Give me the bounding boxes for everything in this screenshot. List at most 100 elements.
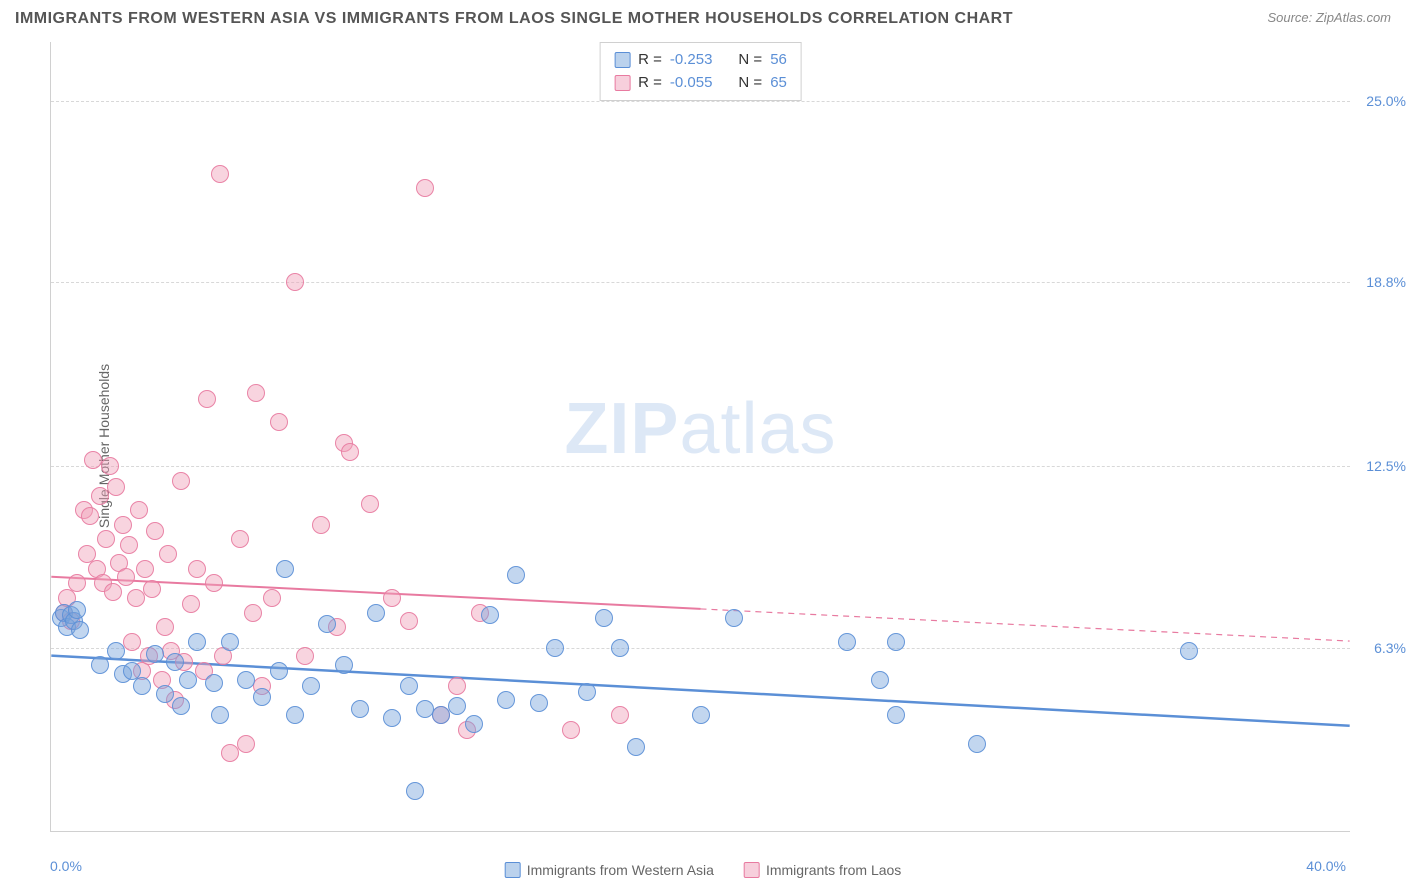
data-point: [127, 589, 145, 607]
data-point: [725, 609, 743, 627]
y-tick-label: 18.8%: [1366, 274, 1406, 290]
r-value: -0.253: [670, 49, 713, 72]
data-point: [97, 530, 115, 548]
data-point: [101, 457, 119, 475]
swatch-pink-icon: [744, 862, 760, 878]
data-point: [114, 516, 132, 534]
legend-bottom: Immigrants from Western Asia Immigrants …: [505, 862, 902, 878]
swatch-blue-icon: [614, 52, 630, 68]
y-tick-label: 12.5%: [1366, 458, 1406, 474]
data-point: [465, 715, 483, 733]
data-point: [172, 697, 190, 715]
source-attribution: Source: ZipAtlas.com: [1267, 10, 1391, 25]
data-point: [367, 604, 385, 622]
data-point: [400, 612, 418, 630]
data-point: [136, 560, 154, 578]
y-tick-label: 25.0%: [1366, 93, 1406, 109]
data-point: [146, 645, 164, 663]
plot-area: R = -0.253 N = 56 R = -0.055 N = 65 ZIPa…: [50, 42, 1350, 832]
data-point: [400, 677, 418, 695]
data-point: [253, 688, 271, 706]
r-label: R =: [638, 72, 662, 95]
x-axis-max-label: 40.0%: [1306, 858, 1346, 874]
data-point: [179, 671, 197, 689]
data-point: [182, 595, 200, 613]
data-point: [627, 738, 645, 756]
data-point: [286, 273, 304, 291]
data-point: [107, 642, 125, 660]
r-label: R =: [638, 49, 662, 72]
data-point: [133, 677, 151, 695]
data-point: [318, 615, 336, 633]
gridline: [51, 466, 1350, 467]
gridline: [51, 282, 1350, 283]
data-point: [247, 384, 265, 402]
data-point: [143, 580, 161, 598]
r-value: -0.055: [670, 72, 713, 95]
data-point: [578, 683, 596, 701]
data-point: [530, 694, 548, 712]
data-point: [887, 633, 905, 651]
data-point: [123, 633, 141, 651]
data-point: [968, 735, 986, 753]
data-point: [481, 606, 499, 624]
data-point: [68, 601, 86, 619]
n-value: 56: [770, 49, 787, 72]
data-point: [448, 697, 466, 715]
data-point: [107, 478, 125, 496]
data-point: [416, 179, 434, 197]
data-point: [156, 618, 174, 636]
data-point: [361, 495, 379, 513]
legend-item-blue: Immigrants from Western Asia: [505, 862, 714, 878]
data-point: [497, 691, 515, 709]
data-point: [237, 671, 255, 689]
x-axis-min-label: 0.0%: [50, 858, 82, 874]
data-point: [383, 709, 401, 727]
data-point: [692, 706, 710, 724]
stats-legend-box: R = -0.253 N = 56 R = -0.055 N = 65: [599, 42, 802, 101]
data-point: [146, 522, 164, 540]
data-point: [611, 639, 629, 657]
data-point: [205, 574, 223, 592]
stats-row-1: R = -0.253 N = 56: [614, 49, 787, 72]
data-point: [211, 165, 229, 183]
data-point: [221, 744, 239, 762]
data-point: [562, 721, 580, 739]
data-point: [406, 782, 424, 800]
data-point: [335, 656, 353, 674]
y-tick-label: 6.3%: [1374, 640, 1406, 656]
data-point: [188, 633, 206, 651]
watermark: ZIPatlas: [564, 387, 836, 469]
data-point: [887, 706, 905, 724]
data-point: [595, 609, 613, 627]
data-point: [188, 560, 206, 578]
data-point: [1180, 642, 1198, 660]
data-point: [296, 647, 314, 665]
data-point: [231, 530, 249, 548]
chart-title: IMMIGRANTS FROM WESTERN ASIA VS IMMIGRAN…: [15, 10, 1013, 28]
data-point: [286, 706, 304, 724]
data-point: [507, 566, 525, 584]
data-point: [383, 589, 401, 607]
data-point: [91, 487, 109, 505]
data-point: [237, 735, 255, 753]
data-point: [156, 685, 174, 703]
data-point: [871, 671, 889, 689]
data-point: [71, 621, 89, 639]
data-point: [611, 706, 629, 724]
legend-label: Immigrants from Laos: [766, 862, 901, 878]
data-point: [351, 700, 369, 718]
data-point: [838, 633, 856, 651]
data-point: [312, 516, 330, 534]
data-point: [91, 656, 109, 674]
data-point: [448, 677, 466, 695]
data-point: [130, 501, 148, 519]
data-point: [68, 574, 86, 592]
n-value: 65: [770, 72, 787, 95]
data-point: [166, 653, 184, 671]
data-point: [263, 589, 281, 607]
data-point: [302, 677, 320, 695]
data-point: [244, 604, 262, 622]
swatch-pink-icon: [614, 75, 630, 91]
gridline: [51, 648, 1350, 649]
